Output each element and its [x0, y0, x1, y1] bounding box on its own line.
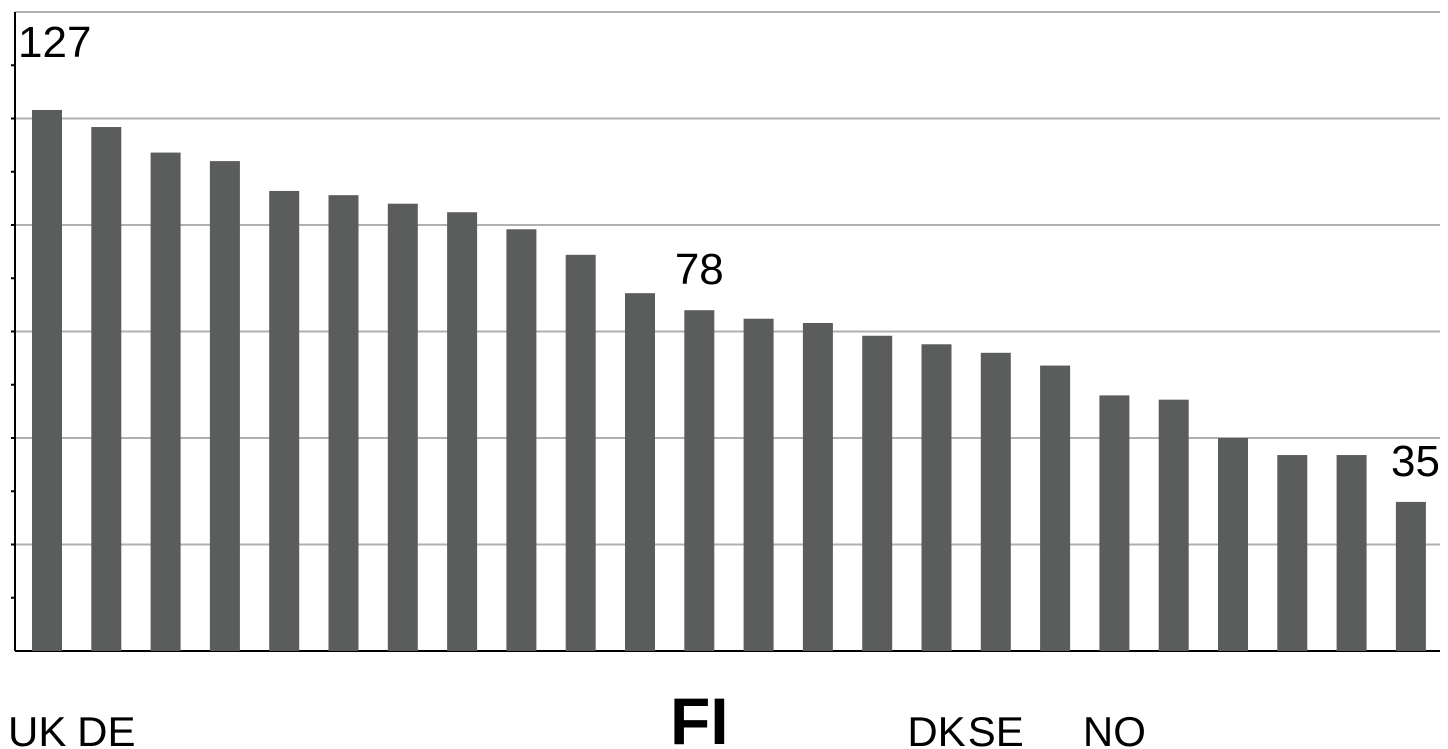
bar	[150, 152, 181, 651]
bar	[921, 344, 952, 651]
bar	[1395, 501, 1426, 651]
bar	[862, 335, 893, 651]
bar	[209, 161, 240, 651]
data-labels: 127 78 35	[18, 18, 1440, 486]
x-tick-label: SE	[968, 708, 1024, 749]
bar	[1218, 438, 1248, 651]
bar	[802, 322, 833, 651]
data-label: 127	[18, 18, 91, 67]
bars	[32, 109, 1426, 652]
bar	[1040, 365, 1071, 651]
bar	[565, 254, 596, 651]
x-tick-label: NO	[1083, 708, 1146, 749]
bar	[328, 195, 359, 651]
x-tick-labels: UK DE FI DK SE NO	[8, 684, 1146, 749]
bar	[1158, 399, 1189, 651]
bar	[1336, 455, 1367, 651]
data-label: 35	[1391, 437, 1440, 486]
x-tick-label: FI	[670, 684, 729, 749]
bar	[387, 203, 418, 651]
bar	[684, 310, 715, 651]
x-tick-label: DE	[77, 708, 135, 749]
bar	[91, 127, 122, 651]
bar	[980, 352, 1011, 651]
bar	[1277, 455, 1308, 651]
bar	[1099, 395, 1130, 651]
bar	[506, 229, 537, 651]
axes	[11, 12, 1440, 652]
bar	[32, 109, 62, 652]
grid-lines	[15, 11, 1440, 546]
x-tick-label: DK	[907, 708, 965, 749]
bar	[743, 318, 774, 651]
bar	[269, 190, 300, 652]
bar	[447, 212, 478, 651]
bar	[625, 293, 655, 651]
x-tick-label: UK	[8, 708, 66, 749]
data-label: 78	[675, 245, 724, 294]
